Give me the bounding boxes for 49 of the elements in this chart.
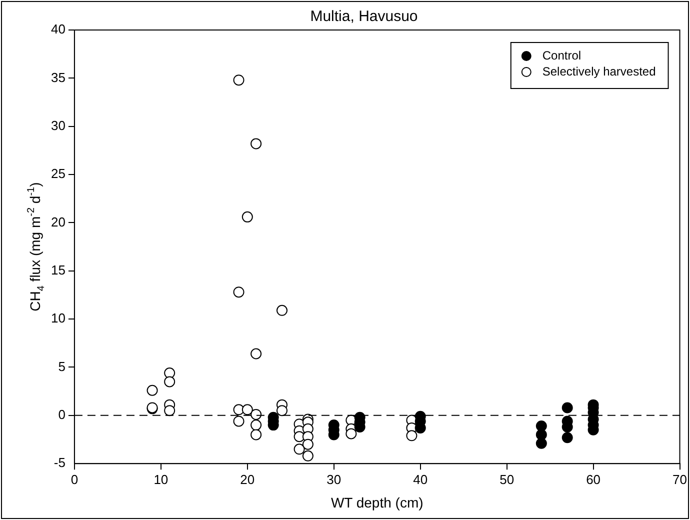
y-tick-label: -5 [54, 455, 66, 470]
point [233, 286, 244, 298]
y-tick-label: 30 [50, 118, 66, 133]
point [536, 429, 547, 440]
point [250, 429, 262, 440]
x-tick-label: 60 [586, 472, 601, 487]
y-tick-label: 20 [50, 214, 66, 230]
y-tick-label: 35 [50, 70, 66, 85]
point [250, 420, 262, 431]
point [346, 428, 357, 440]
x-axis-title: WT depth (cm) [330, 494, 424, 510]
point [302, 438, 314, 450]
point [242, 404, 253, 416]
y-tick-label: 25 [50, 166, 66, 182]
point [164, 368, 176, 379]
point [276, 405, 288, 416]
point [536, 438, 547, 449]
y-tick-label: 5 [58, 358, 66, 374]
point [233, 74, 244, 86]
x-tick-label: 0 [70, 472, 78, 487]
point [250, 138, 262, 150]
point [536, 420, 547, 432]
point [164, 376, 176, 388]
point [146, 384, 158, 396]
point [233, 416, 244, 427]
point [250, 348, 262, 360]
point [276, 304, 288, 316]
x-tick-label: 70 [672, 472, 688, 487]
point [406, 430, 418, 442]
y-tick-label: 10 [50, 310, 66, 326]
point [294, 444, 305, 455]
y-tick-label: 15 [50, 262, 66, 278]
point [302, 450, 314, 462]
x-tick-label: 30 [326, 472, 342, 487]
chart-title: Multia, Havusuo [310, 8, 418, 26]
y-tick-label: 0 [58, 407, 66, 422]
x-tick-label: 40 [413, 472, 428, 487]
point [250, 408, 262, 420]
x-tick-label: 20 [240, 472, 255, 487]
legend-label: Control [542, 48, 582, 62]
point [562, 432, 573, 444]
point [164, 405, 176, 416]
y-axis-title: CH4 flux (mg m-2 d-1) [26, 182, 47, 312]
x-tick-label: 50 [500, 472, 514, 487]
y-tick-label: 40 [50, 22, 66, 37]
point [562, 402, 573, 414]
point [242, 211, 253, 222]
legend-label: Selectively harvested [542, 64, 656, 78]
x-tick-label: 10 [154, 472, 168, 487]
